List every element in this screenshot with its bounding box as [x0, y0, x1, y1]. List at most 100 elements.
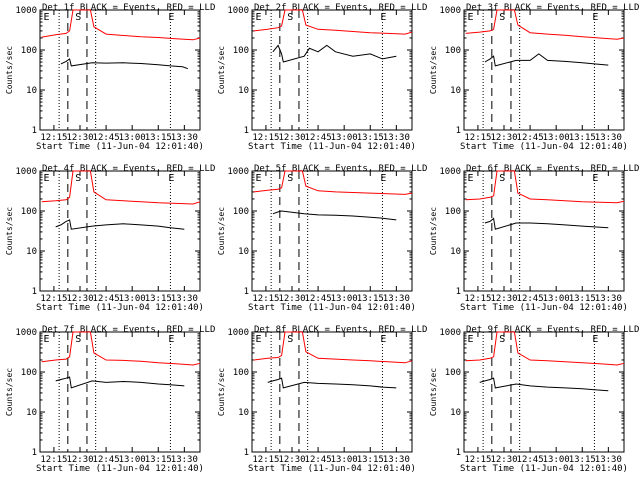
- plot-title: Det 8f BLACK = Events, RED = LLD: [254, 325, 427, 335]
- plot-title: Det 3f BLACK = Events, RED = LLD: [466, 3, 639, 13]
- marker-label-e1: E: [255, 334, 261, 345]
- marker-label-e2: E: [380, 12, 386, 23]
- plot-title: Det 4f BLACK = Events, RED = LLD: [42, 164, 215, 174]
- marker-label-e2: E: [168, 334, 174, 345]
- x-tick-label: 12:30: [278, 455, 305, 465]
- marker-label-e2: E: [592, 173, 598, 184]
- x-tick-label: 13:00: [543, 294, 570, 304]
- marker-label-s: S: [499, 12, 505, 23]
- series-line-events: [272, 210, 397, 221]
- marker-label-e1: E: [255, 173, 261, 184]
- series-line-lld: [41, 9, 201, 41]
- plot-frame: [251, 331, 413, 453]
- x-axis-label: Start Time (11-Jun-04 12:01:40): [248, 464, 416, 474]
- series-line-events: [479, 377, 609, 392]
- x-tick-label: 13:15: [569, 294, 596, 304]
- y-tick-label: 1: [456, 448, 461, 458]
- y-tick-label: 1000: [15, 6, 37, 16]
- x-tick-label: 13:15: [357, 294, 384, 304]
- x-tick-label: 13:30: [383, 133, 410, 143]
- x-tick-label: 13:30: [383, 455, 410, 465]
- x-tick-label: 12:15: [252, 455, 279, 465]
- x-axis-label: Start Time (11-Jun-04 12:01:40): [36, 464, 204, 474]
- marker-label-e1: E: [467, 334, 473, 345]
- marker-label-e1: E: [43, 173, 49, 184]
- x-axis-label: Start Time (11-Jun-04 12:01:40): [460, 142, 628, 152]
- marker-label-s: S: [75, 173, 81, 184]
- y-tick-label: 100: [233, 368, 249, 378]
- series-line-lld: [253, 9, 413, 35]
- x-tick-label: 12:30: [490, 455, 517, 465]
- series-line-lld: [41, 170, 201, 205]
- x-tick-label: 12:45: [305, 294, 332, 304]
- marker-label-s: S: [499, 173, 505, 184]
- x-tick-label: 13:00: [119, 133, 146, 143]
- y-axis-label: Counts/sec: [5, 46, 14, 94]
- plot-frame: [463, 331, 625, 453]
- series-line-lld: [465, 331, 625, 366]
- series-line-events: [484, 53, 609, 67]
- marker-label-e1: E: [43, 334, 49, 345]
- x-tick-label: 13:30: [171, 294, 198, 304]
- x-tick-label: 13:00: [543, 133, 570, 143]
- series-line-events: [484, 217, 609, 230]
- y-tick-label: 10: [238, 86, 249, 96]
- x-tick-label: 13:15: [569, 455, 596, 465]
- x-tick-label: 12:30: [490, 133, 517, 143]
- y-tick-label: 100: [21, 46, 37, 56]
- y-tick-label: 10: [26, 247, 37, 257]
- y-tick-label: 1: [32, 448, 37, 458]
- plot-frame: [39, 170, 201, 292]
- y-tick-label: 100: [21, 368, 37, 378]
- marker-label-e1: E: [43, 12, 49, 23]
- x-axis-label: Start Time (11-Jun-04 12:01:40): [460, 464, 628, 474]
- series-line-events: [55, 219, 185, 230]
- plot-title: Det 6f BLACK = Events, RED = LLD: [466, 164, 639, 174]
- y-axis-label: Counts/sec: [217, 207, 226, 255]
- x-tick-label: 13:15: [145, 133, 172, 143]
- y-axis-label: Counts/sec: [217, 368, 226, 416]
- y-tick-label: 1: [244, 287, 249, 297]
- plot-frame: [39, 331, 201, 453]
- series-line-lld: [41, 331, 201, 366]
- x-tick-label: 12:45: [93, 133, 120, 143]
- y-tick-label: 1: [32, 287, 37, 297]
- x-tick-label: 13:00: [119, 455, 146, 465]
- x-tick-label: 12:15: [252, 294, 279, 304]
- x-tick-label: 13:30: [595, 133, 622, 143]
- plot-frame: [251, 9, 413, 131]
- series-line-events: [55, 376, 185, 389]
- x-tick-label: 12:45: [93, 455, 120, 465]
- marker-label-e2: E: [168, 173, 174, 184]
- marker-label-s: S: [287, 173, 293, 184]
- y-tick-label: 1: [456, 126, 461, 136]
- x-tick-label: 13:15: [569, 133, 596, 143]
- marker-label-e2: E: [380, 173, 386, 184]
- plot-frame: [463, 9, 625, 131]
- series-line-events: [60, 58, 188, 70]
- series-line-lld: [465, 9, 625, 40]
- marker-label-s: S: [499, 334, 505, 345]
- marker-label-e1: E: [255, 12, 261, 23]
- x-tick-label: 12:30: [278, 294, 305, 304]
- y-tick-label: 1: [32, 126, 37, 136]
- x-tick-label: 12:45: [305, 133, 332, 143]
- x-tick-label: 12:45: [517, 294, 544, 304]
- x-tick-label: 12:15: [464, 133, 491, 143]
- y-tick-label: 100: [445, 46, 461, 56]
- x-tick-label: 12:15: [464, 455, 491, 465]
- plot-frame: [463, 170, 625, 292]
- y-tick-label: 1000: [227, 6, 249, 16]
- y-tick-label: 10: [238, 247, 249, 257]
- y-tick-label: 1: [456, 287, 461, 297]
- marker-label-e2: E: [168, 12, 174, 23]
- marker-label-e1: E: [467, 12, 473, 23]
